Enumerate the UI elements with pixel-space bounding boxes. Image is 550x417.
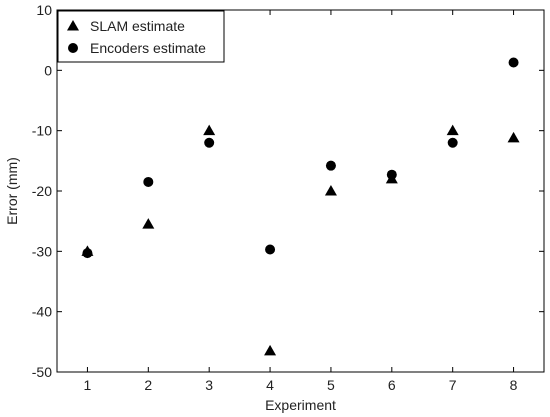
data-points — [81, 57, 520, 356]
slam-point — [142, 218, 155, 229]
encoder-point — [447, 137, 458, 148]
y-tick-label: 0 — [44, 62, 52, 78]
encoder-point — [82, 248, 93, 259]
legend-circle-icon — [68, 43, 78, 53]
slam-point — [203, 124, 216, 136]
x-tick-label: 4 — [266, 377, 274, 393]
slam-point — [324, 185, 337, 196]
tick-labels: 1 2 3 4 5 6 7 8 10 0 -10 -20 -30 -40 -50 — [32, 2, 518, 393]
y-tick-label: -50 — [32, 364, 52, 380]
encoder-point — [143, 176, 154, 187]
encoder-point — [386, 169, 397, 180]
slam-point — [446, 124, 459, 136]
slam-point — [507, 131, 520, 143]
x-tick-label: 5 — [327, 377, 335, 393]
y-tick-label: -40 — [32, 304, 52, 320]
plot-area — [56, 9, 545, 373]
slam-point — [264, 344, 277, 356]
y-tick-label: -30 — [32, 243, 52, 259]
x-tick-label: 1 — [84, 377, 92, 393]
y-tick-label: 10 — [36, 2, 52, 18]
legend: SLAM estimate Encoders estimate — [57, 10, 225, 63]
encoder-point — [508, 57, 519, 68]
legend-label: Encoders estimate — [90, 40, 206, 56]
legend-triangle-icon — [67, 20, 79, 31]
y-axis-label: Error (mm) — [4, 157, 20, 225]
x-tick-label: 7 — [449, 377, 457, 393]
encoder-point — [325, 160, 336, 171]
legend-label: SLAM estimate — [90, 18, 185, 34]
x-axis-label: Experiment — [265, 397, 336, 413]
legend-box — [57, 10, 225, 63]
x-tick-label: 8 — [510, 377, 518, 393]
y-tick-label: -20 — [32, 183, 52, 199]
encoder-point — [265, 244, 276, 255]
encoder-point — [204, 137, 215, 148]
x-tick-label: 6 — [388, 377, 396, 393]
y-tick-label: -10 — [32, 123, 52, 139]
x-tick-label: 3 — [205, 377, 213, 393]
x-tick-label: 2 — [144, 377, 152, 393]
